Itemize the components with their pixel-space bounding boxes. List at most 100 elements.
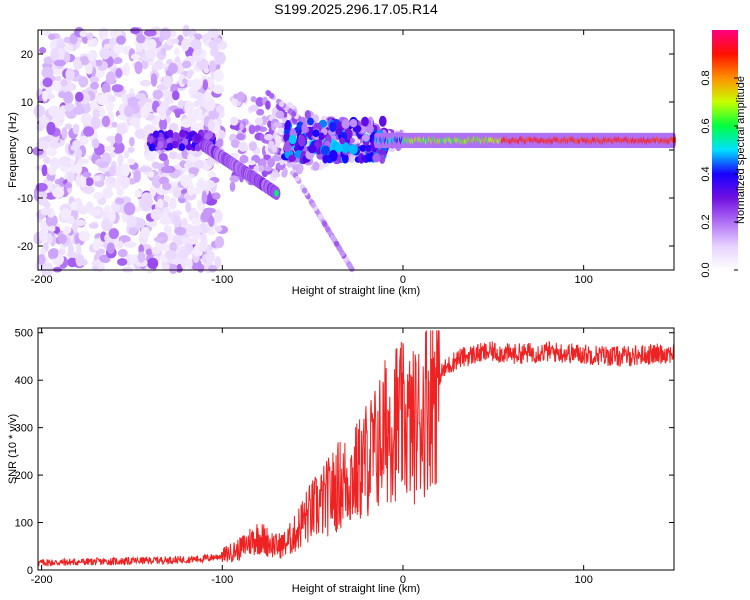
heatmap-cell xyxy=(317,162,325,170)
heatmap-cell xyxy=(264,133,274,141)
heatmap-cell xyxy=(321,145,330,156)
heatmap-cell xyxy=(127,146,135,154)
heatmap-cell xyxy=(85,177,94,187)
heatmap-cell xyxy=(180,177,190,187)
heatmap-cell xyxy=(292,164,299,171)
heatmap-cell xyxy=(256,108,265,116)
heatmap-cell xyxy=(46,232,53,245)
heatmap-cell xyxy=(37,254,46,265)
heatmap-cell xyxy=(126,215,137,228)
heatmap-cell xyxy=(76,219,86,227)
heatmap-cell xyxy=(230,116,239,126)
heatmap-cell xyxy=(59,156,71,166)
heatmap-cell xyxy=(135,43,144,53)
heatmap-cell xyxy=(115,68,123,78)
spectrogram-xtick-label: -200 xyxy=(31,274,53,286)
heatmap-cell xyxy=(239,154,249,164)
colorbar-ticks: 0.0 0.2 0.4 0.6 0.8 xyxy=(700,70,738,278)
colorbar-tick-label: 0.0 xyxy=(700,262,712,277)
heatmap-cell xyxy=(117,258,128,266)
heatmap-cell xyxy=(328,149,338,161)
heatmap-cell xyxy=(160,166,173,174)
heatmap-cell xyxy=(75,173,82,187)
heatmap-cell xyxy=(123,241,137,249)
heatmap-cell xyxy=(140,195,153,208)
heatmap-cell xyxy=(157,198,164,209)
heatmap-cell xyxy=(208,215,215,227)
heatmap-cell xyxy=(207,77,214,88)
heatmap-cell xyxy=(88,209,101,216)
colorbar-tick-label: 0.6 xyxy=(700,118,712,133)
heatmap-cell xyxy=(212,84,225,95)
heatmap-cell xyxy=(169,197,177,210)
heatmap-cell xyxy=(127,96,139,108)
heatmap-cell xyxy=(236,91,245,102)
heatmap-cell xyxy=(379,154,386,164)
heatmap-cell xyxy=(35,182,48,192)
heatmap-cell xyxy=(322,154,329,164)
heatmap-cell xyxy=(361,134,370,142)
heatmap-cell xyxy=(104,204,111,214)
spectrogram-ytick-label: 10 xyxy=(21,97,33,109)
heatmap-cell xyxy=(39,46,47,54)
heatmap-cell xyxy=(209,60,217,73)
heatmap-cell xyxy=(105,101,114,112)
spectrogram-ytick-label: -10 xyxy=(17,193,33,205)
heatmap-cell xyxy=(193,33,203,40)
heatmap-cell xyxy=(272,154,281,162)
heatmap-cell xyxy=(302,187,308,194)
heatmap-cell xyxy=(111,84,124,93)
heatmap-cell xyxy=(184,101,195,115)
heatmap-cell xyxy=(63,51,71,64)
heatmap-cell xyxy=(150,208,163,221)
heatmap-cell xyxy=(372,153,381,163)
heatmap-cell xyxy=(151,175,162,189)
heatmap-cells xyxy=(32,24,677,276)
heatmap-cell xyxy=(201,190,208,205)
heatmap-cell xyxy=(279,101,285,107)
heatmap-cell xyxy=(105,71,116,85)
heatmap-cell xyxy=(288,154,296,163)
heatmap-cell xyxy=(75,253,85,267)
snr-axes: -200 -100 0 100 0 100 200 300 400 500 xyxy=(15,328,674,586)
heatmap-cell xyxy=(166,142,174,151)
heatmap-cell xyxy=(63,225,72,235)
snr-xtick-label: -100 xyxy=(211,574,233,586)
heatmap-cell xyxy=(97,161,109,169)
heatmap-cell xyxy=(174,226,187,236)
heatmap-cell xyxy=(143,29,157,37)
heatmap-cell xyxy=(64,103,74,112)
snr-xtick-label: 100 xyxy=(574,574,592,586)
snr-ylabel: SNR (10 * v/v) xyxy=(7,414,19,484)
heatmap-cell xyxy=(98,27,109,41)
heatmap-cell xyxy=(91,260,101,267)
heatmap-cell xyxy=(115,197,125,205)
heatmap-cell xyxy=(78,76,89,88)
heatmap-cell xyxy=(333,240,340,247)
heatmap-cell xyxy=(192,92,204,100)
heatmap-cell xyxy=(248,124,256,135)
colorbar: 0.0 0.2 0.4 0.6 0.8 Normalized spectral ampl… xyxy=(700,30,747,278)
heatmap-cell xyxy=(47,166,57,176)
heatmap-cell xyxy=(70,201,78,211)
heatmap-cell xyxy=(154,59,164,71)
heatmap-cell xyxy=(56,108,66,121)
heatmap-cell xyxy=(82,171,92,178)
heatmap-cell xyxy=(214,255,222,269)
snr-frame xyxy=(37,327,675,571)
heatmap-cell xyxy=(36,123,44,132)
heatmap-cell xyxy=(43,201,51,209)
heatmap-cell xyxy=(147,135,154,143)
heatmap-cell xyxy=(190,38,202,50)
heatmap-cell xyxy=(123,105,134,118)
heatmap-cell xyxy=(270,172,281,178)
heatmap-cell xyxy=(253,165,260,174)
heatmap-cell xyxy=(191,217,201,226)
heatmap-cell xyxy=(162,182,172,191)
heatmap-cell xyxy=(116,188,124,196)
spectrogram-xlabel: Height of straight line (km) xyxy=(292,285,420,297)
heatmap-cell xyxy=(172,186,182,199)
heatmap-cell xyxy=(78,230,91,242)
heatmap-cell xyxy=(43,156,51,165)
heatmap-cell xyxy=(255,96,265,107)
